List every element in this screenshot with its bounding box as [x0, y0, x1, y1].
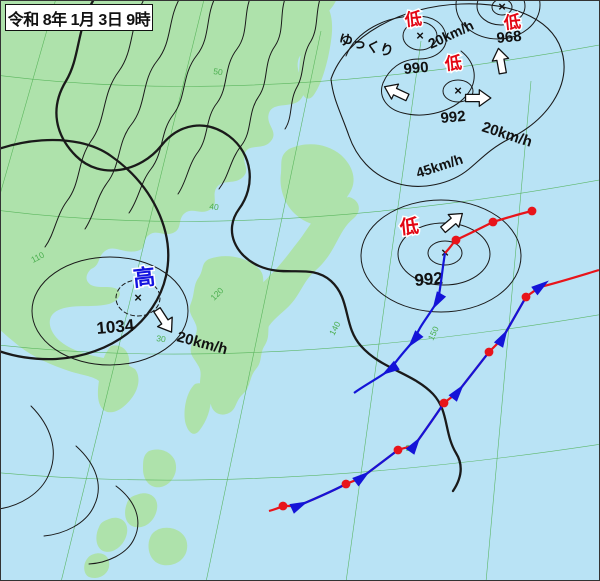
svg-text:1034: 1034 — [96, 316, 136, 338]
svg-text:990: 990 — [403, 59, 429, 78]
svg-text:×: × — [454, 83, 462, 98]
svg-text:低: 低 — [398, 214, 420, 239]
svg-text:992: 992 — [414, 269, 444, 290]
svg-text:低: 低 — [443, 52, 463, 74]
svg-text:高: 高 — [132, 264, 157, 291]
svg-text:×: × — [134, 290, 142, 305]
svg-text:×: × — [498, 1, 506, 14]
svg-text:50: 50 — [213, 66, 224, 77]
svg-text:低: 低 — [403, 8, 423, 30]
svg-text:968: 968 — [496, 28, 522, 47]
svg-text:992: 992 — [440, 108, 466, 127]
svg-text:30: 30 — [156, 333, 167, 344]
svg-text:×: × — [416, 28, 424, 43]
svg-text:40: 40 — [209, 201, 220, 212]
